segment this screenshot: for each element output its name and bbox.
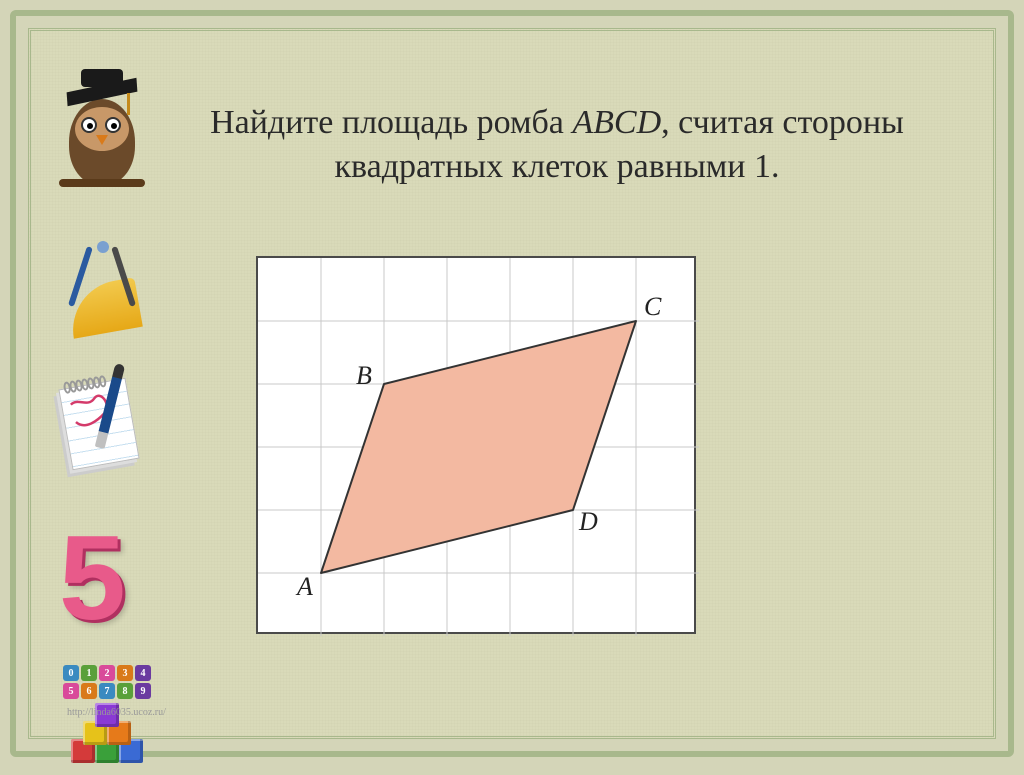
title-prefix: Найдите площадь ромба — [210, 104, 572, 141]
svg-text:C: C — [644, 292, 662, 321]
slide-title: Найдите площадь ромба ABCD, считая сторо… — [161, 101, 953, 189]
number-five-icon: 5 — [59, 509, 149, 649]
tiles-blocks-icon: 0123456789 — [59, 665, 149, 775]
owl-icon — [59, 59, 149, 199]
outer-frame: Найдите площадь ромба ABCD, считая сторо… — [10, 10, 1014, 757]
notepad-icon — [59, 367, 149, 487]
svg-text:A: A — [295, 572, 313, 601]
rhombus-diagram: A B C D — [258, 258, 699, 636]
geometry-grid: A B C D — [256, 256, 696, 634]
inner-frame: Найдите площадь ромба ABCD, считая сторо… — [28, 28, 996, 739]
footer-url: http://linda6035.ucoz.ru/ — [67, 707, 166, 718]
geometry-tools-icon — [59, 239, 149, 349]
svg-text:B: B — [356, 361, 372, 390]
svg-text:D: D — [578, 507, 598, 536]
title-italic: ABCD — [572, 104, 661, 141]
decorative-sidebar: 5 0123456789 — [59, 59, 149, 708]
